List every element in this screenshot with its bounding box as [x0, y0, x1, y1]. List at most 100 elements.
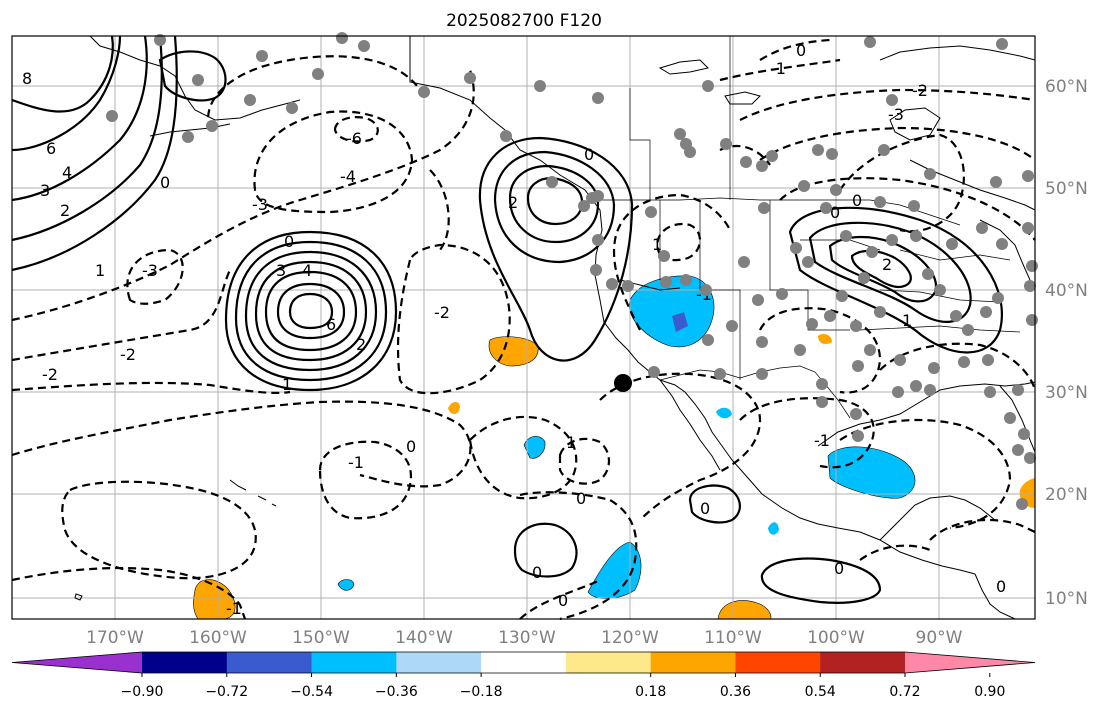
colorbar-extend-high [905, 652, 1035, 673]
contour-label: 3 [276, 261, 286, 280]
lon-label: 140°W [395, 628, 453, 648]
station-marker [894, 354, 906, 366]
station-marker [802, 256, 814, 268]
station-marker [464, 72, 476, 84]
lat-label: 30°N [1045, 383, 1088, 403]
station-marker [982, 354, 994, 366]
station-marker [908, 200, 920, 212]
colorbar-segment [650, 652, 736, 673]
lon-label: 90°W [916, 628, 963, 648]
lat-label: 40°N [1045, 281, 1088, 301]
station-marker [892, 386, 904, 398]
positive-shade-texas [818, 334, 832, 344]
contour-label: -6 [346, 129, 362, 148]
colorbar-segment [820, 652, 906, 673]
lon-label: 160°W [189, 628, 247, 648]
station-marker [824, 310, 836, 322]
contour-label: -2 [912, 81, 928, 100]
station-marker [106, 110, 118, 122]
map-panel: 8 6 4 3 2 1 0 -6 -4 -3 -3 -2 -2 0 3 4 6 … [11, 32, 1038, 621]
longitude-axis: 170°W 160°W 150°W 140°W 130°W 120°W 110°… [86, 628, 963, 648]
positive-shade-sw [193, 579, 236, 620]
station-marker [684, 146, 696, 158]
figure-title: 2025082700 F120 [446, 11, 602, 31]
contour-label: 0 [700, 499, 710, 518]
station-marker [980, 306, 992, 318]
lat-label: 50°N [1045, 179, 1088, 199]
colorbar-extend-low [12, 652, 142, 673]
colorbar-segment [481, 652, 567, 673]
contour-label: -4 [340, 167, 356, 186]
station-marker [700, 284, 712, 296]
station-marker [702, 334, 714, 346]
station-marker [1024, 452, 1036, 464]
station-marker [812, 144, 824, 156]
colorbar-tick-label: −0.90 [121, 684, 164, 700]
contour-label: 8 [22, 69, 32, 88]
station-marker [864, 36, 876, 48]
station-marker [1022, 222, 1034, 234]
station-marker [910, 380, 922, 392]
negative-shade-small-2 [716, 407, 732, 419]
station-marker [534, 80, 546, 92]
station-marker [622, 280, 634, 292]
colorbar-segment [565, 652, 652, 673]
station-marker [702, 80, 714, 92]
station-marker [830, 184, 842, 196]
contour-label: 2 [60, 201, 70, 220]
colorbar-segment [142, 652, 228, 673]
contour-label: 0 [796, 41, 806, 60]
station-marker [924, 168, 936, 180]
lon-label: 150°W [292, 628, 350, 648]
station-marker [798, 180, 810, 192]
station-marker [858, 272, 870, 284]
station-marker [820, 202, 832, 214]
station-marker [946, 238, 958, 250]
contour-label: 0 [834, 559, 844, 578]
station-marker [958, 356, 970, 368]
station-marker [984, 386, 996, 398]
station-marker [976, 222, 988, 234]
lat-label: 60°N [1045, 77, 1088, 97]
station-marker [154, 34, 166, 46]
station-marker [850, 320, 862, 332]
station-marker [864, 344, 876, 356]
contour-label: 1 [652, 235, 662, 254]
contour-label: 0 [830, 203, 840, 222]
contour-label: 6 [326, 315, 336, 334]
station-marker [816, 378, 828, 390]
colorbar-tick-label: 0.72 [889, 684, 920, 700]
station-marker [852, 430, 864, 442]
station-marker [592, 234, 604, 246]
contour-label: 0 [558, 591, 568, 610]
contour-label: 6 [46, 139, 56, 158]
highlight-point-marker[interactable] [614, 374, 632, 392]
station-marker [928, 362, 940, 374]
station-marker [758, 202, 770, 214]
station-marker [726, 320, 738, 332]
station-marker [500, 130, 512, 142]
station-marker [756, 368, 768, 380]
contour-label: -2 [120, 345, 136, 364]
lat-label: 20°N [1045, 485, 1088, 505]
station-marker [934, 284, 946, 296]
contour-label: 0 [584, 145, 594, 164]
contour-label: -1 [770, 59, 786, 78]
station-marker [1024, 280, 1036, 292]
positive-shade-small-1 [448, 402, 460, 414]
contour-label: 4 [302, 261, 312, 280]
station-marker [756, 160, 768, 172]
station-markers [106, 32, 1038, 510]
station-marker [312, 68, 324, 80]
station-marker [182, 131, 194, 143]
station-marker [674, 128, 686, 140]
colorbar-segment [396, 652, 482, 673]
positive-shade-offshore [488, 336, 539, 367]
colorbar-tick-label: −0.18 [460, 684, 503, 700]
station-marker [962, 324, 974, 336]
station-marker [660, 276, 672, 288]
station-marker [766, 150, 778, 162]
station-marker [1026, 260, 1038, 272]
station-marker [1022, 170, 1034, 182]
station-marker [1026, 314, 1038, 326]
